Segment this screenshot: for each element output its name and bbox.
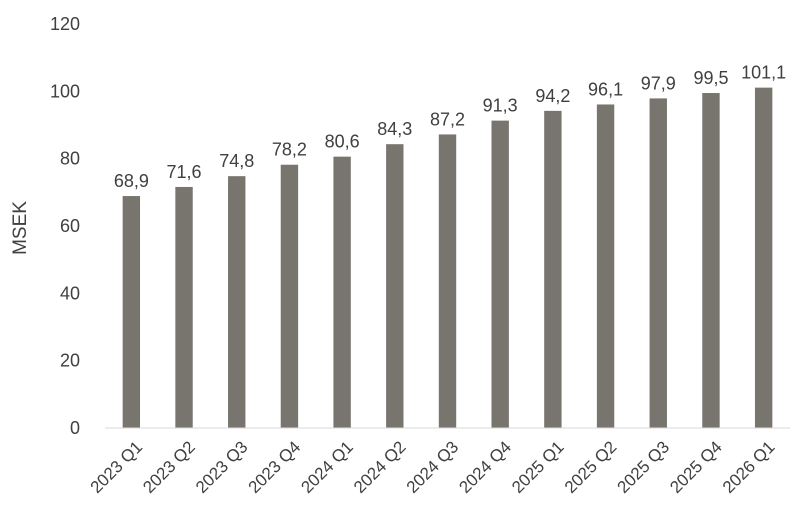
bar bbox=[228, 176, 246, 428]
data-label: 87,2 bbox=[430, 109, 465, 129]
x-tick-label: 2023 Q4 bbox=[245, 437, 305, 497]
data-label: 94,2 bbox=[535, 86, 570, 106]
y-tick-label: 100 bbox=[50, 81, 80, 101]
data-label: 71,6 bbox=[167, 162, 202, 182]
data-label: 96,1 bbox=[588, 79, 623, 99]
x-tick-label: 2023 Q1 bbox=[87, 437, 147, 497]
bar bbox=[544, 110, 562, 429]
bars bbox=[122, 87, 773, 429]
x-tick-label: 2024 Q1 bbox=[297, 437, 357, 497]
bar bbox=[491, 120, 509, 428]
x-tick-label: 2024 Q4 bbox=[455, 437, 515, 497]
data-label: 78,2 bbox=[272, 140, 307, 160]
bar bbox=[754, 87, 773, 428]
y-tick-label: 40 bbox=[60, 283, 80, 303]
data-label: 101,1 bbox=[741, 63, 786, 83]
bar bbox=[122, 196, 141, 428]
y-tick-label: 60 bbox=[60, 216, 80, 236]
y-tick-label: 120 bbox=[50, 14, 80, 34]
data-labels: 68,9 71,6 74,8 78,2 80,6 84,3 87,2 91,3 94,2 96,1… bbox=[114, 63, 786, 191]
x-tick-label: 2026 Q1 bbox=[719, 437, 779, 497]
data-label: 74,8 bbox=[219, 151, 254, 171]
x-tick-label: 2023 Q2 bbox=[139, 437, 199, 497]
y-axis-title: MSEK bbox=[10, 201, 31, 255]
bar bbox=[280, 164, 299, 428]
bar bbox=[333, 156, 351, 428]
x-tick-label: 2024 Q2 bbox=[350, 437, 410, 497]
x-tick-label: 2025 Q2 bbox=[561, 437, 621, 497]
data-label: 99,5 bbox=[693, 68, 728, 88]
data-label: 91,3 bbox=[483, 96, 518, 116]
bar bbox=[175, 186, 193, 428]
data-label: 68,9 bbox=[114, 171, 149, 191]
y-tick-label: 20 bbox=[60, 351, 80, 371]
x-tick-label: 2025 Q3 bbox=[614, 437, 674, 497]
data-label: 97,9 bbox=[641, 73, 676, 93]
data-label: 84,3 bbox=[377, 119, 412, 139]
bar bbox=[386, 144, 404, 428]
bar bbox=[702, 93, 720, 429]
y-tick-label: 80 bbox=[60, 149, 80, 169]
x-tick-label: 2025 Q1 bbox=[508, 437, 568, 497]
y-tick-label: 0 bbox=[70, 418, 80, 438]
bar bbox=[596, 104, 615, 429]
x-tick-label: 2024 Q3 bbox=[403, 437, 463, 497]
x-tick-label: 2023 Q3 bbox=[192, 437, 252, 497]
y-axis-ticks: 0 20 40 60 80 100 120 bbox=[50, 14, 80, 438]
bar bbox=[649, 98, 667, 429]
x-tick-label: 2025 Q4 bbox=[666, 437, 726, 497]
bar bbox=[438, 134, 457, 428]
data-label: 80,6 bbox=[325, 132, 360, 152]
